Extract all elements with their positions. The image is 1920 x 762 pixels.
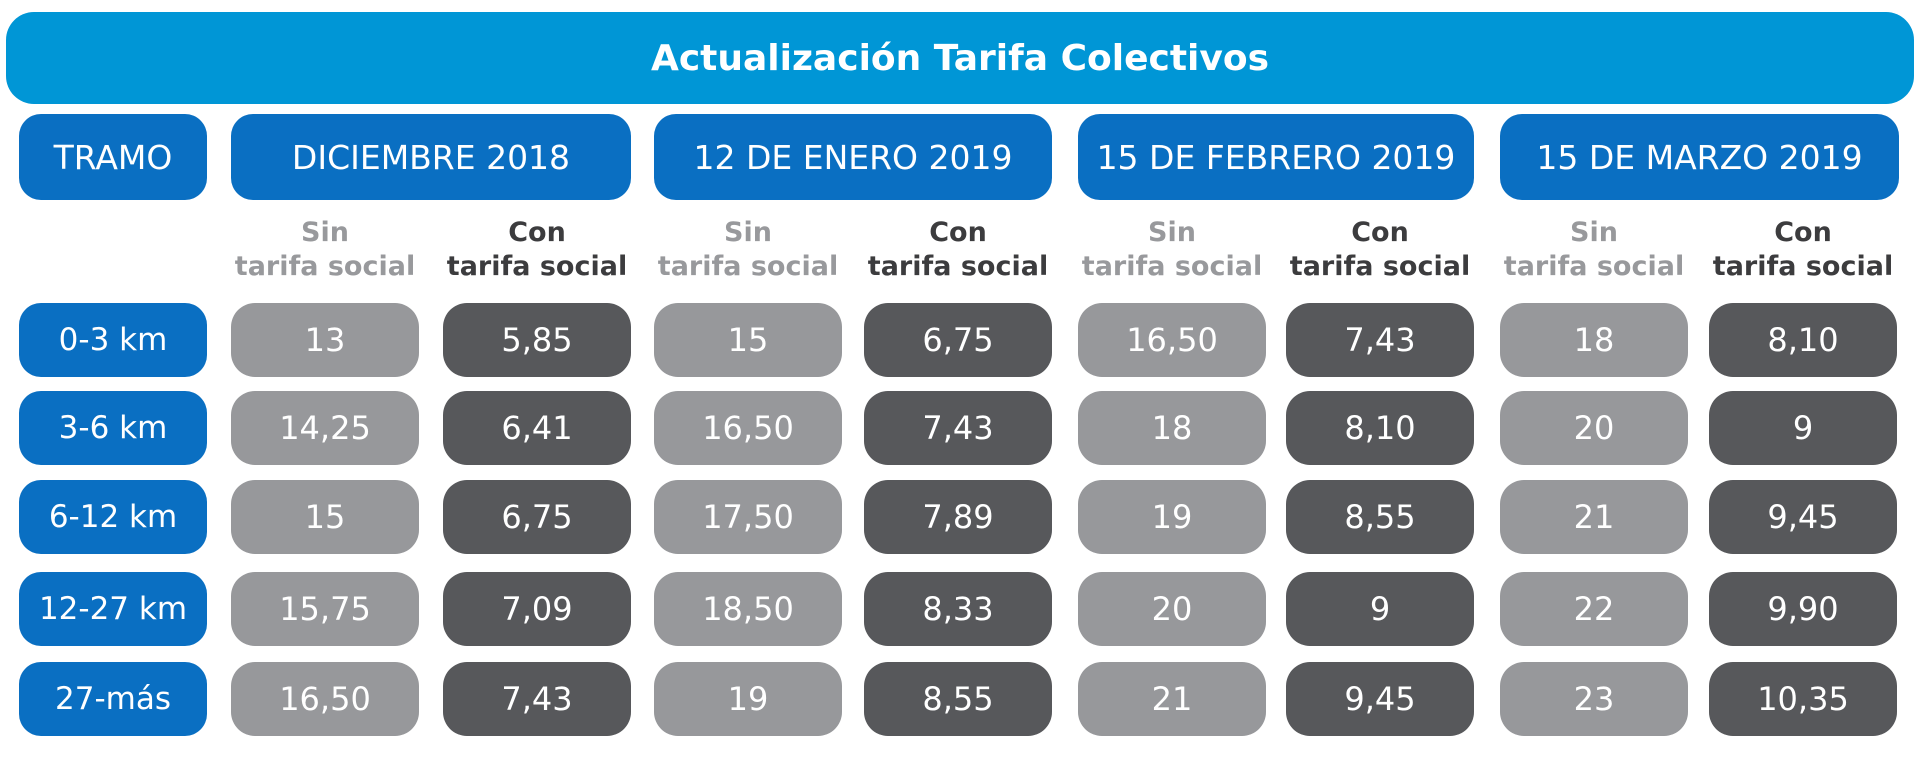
fare-cell-sin: 15 — [231, 480, 419, 554]
fare-cell-con: 9 — [1286, 572, 1474, 646]
fare-cell-con: 6,75 — [443, 480, 631, 554]
fare-cell-con: 7,89 — [864, 480, 1052, 554]
subheader-line: tarifa social — [1712, 251, 1894, 282]
fare-cell-sin: 15 — [654, 303, 842, 377]
fare-cell-sin: 21 — [1500, 480, 1688, 554]
tramo-label: 6-12 km — [48, 499, 178, 535]
fare-cell-con: 8,33 — [864, 572, 1052, 646]
fare-cell-sin: 13 — [231, 303, 419, 377]
subheader-con: Con tarifa social — [443, 216, 631, 296]
subheader-line: Sin — [301, 217, 349, 248]
subheader-line: Sin — [724, 217, 772, 248]
fare-cell-con: 7,43 — [1286, 303, 1474, 377]
fare-cell-sin: 22 — [1500, 572, 1688, 646]
fare-cell-con: 6,75 — [864, 303, 1052, 377]
subheader-con: Con tarifa social — [864, 216, 1052, 296]
fare-cell-con: 7,43 — [864, 391, 1052, 465]
subheader-line: Sin — [1570, 217, 1618, 248]
fare-cell-con: 7,43 — [443, 662, 631, 736]
fare-cell-con: 9,90 — [1709, 572, 1897, 646]
title-bar: Actualización Tarifa Colectivos — [6, 12, 1914, 104]
fare-cell-con: 8,10 — [1286, 391, 1474, 465]
subheader-sin: Sin tarifa social — [1500, 216, 1688, 296]
fare-cell-sin: 19 — [1078, 480, 1266, 554]
fare-cell-sin: 20 — [1500, 391, 1688, 465]
subheader-line: Con — [508, 217, 566, 248]
subheader-line: tarifa social — [1081, 251, 1263, 282]
period-label: 15 DE MARZO 2019 — [1536, 137, 1863, 177]
fare-cell-sin: 23 — [1500, 662, 1688, 736]
subheader-line: tarifa social — [446, 251, 628, 282]
fare-cell-con: 9,45 — [1709, 480, 1897, 554]
subheader-line: Con — [929, 217, 987, 248]
period-label: 15 DE FEBRERO 2019 — [1096, 137, 1456, 177]
header-period-4: 15 DE MARZO 2019 — [1500, 114, 1899, 200]
tramo-label: 27-más — [55, 681, 171, 717]
subheader-con: Con tarifa social — [1709, 216, 1897, 296]
fare-cell-sin: 18 — [1500, 303, 1688, 377]
row-label: 3-6 km — [19, 391, 207, 465]
subheader-line: tarifa social — [1503, 251, 1685, 282]
subheader-line: tarifa social — [657, 251, 839, 282]
subheader-line: tarifa social — [1289, 251, 1471, 282]
fare-cell-con: 5,85 — [443, 303, 631, 377]
row-label: 0-3 km — [19, 303, 207, 377]
fare-cell-sin: 17,50 — [654, 480, 842, 554]
subheader-sin: Sin tarifa social — [231, 216, 419, 296]
tramo-label: 0-3 km — [58, 322, 168, 358]
period-label: 12 DE ENERO 2019 — [693, 137, 1013, 177]
subheader-line: Con — [1351, 217, 1409, 248]
subheader-line: Sin — [1148, 217, 1196, 248]
row-label: 27-más — [19, 662, 207, 736]
period-label: DICIEMBRE 2018 — [291, 137, 571, 177]
header-period-1: DICIEMBRE 2018 — [231, 114, 631, 200]
fare-cell-sin: 16,50 — [654, 391, 842, 465]
fare-cell-con: 8,10 — [1709, 303, 1897, 377]
subheader-line: tarifa social — [867, 251, 1049, 282]
fare-cell-con: 8,55 — [864, 662, 1052, 736]
header-period-2: 12 DE ENERO 2019 — [654, 114, 1052, 200]
fare-cell-sin: 19 — [654, 662, 842, 736]
subheader-line: Con — [1774, 217, 1832, 248]
fare-cell-sin: 18 — [1078, 391, 1266, 465]
fare-cell-sin: 16,50 — [231, 662, 419, 736]
row-label: 6-12 km — [19, 480, 207, 554]
fare-cell-sin: 16,50 — [1078, 303, 1266, 377]
fare-cell-con: 7,09 — [443, 572, 631, 646]
header-tramo: TRAMO — [19, 114, 207, 200]
subheader-con: Con tarifa social — [1286, 216, 1474, 296]
row-label: 12-27 km — [19, 572, 207, 646]
fare-cell-con: 6,41 — [443, 391, 631, 465]
fare-cell-con: 9 — [1709, 391, 1897, 465]
header-period-3: 15 DE FEBRERO 2019 — [1078, 114, 1474, 200]
fare-cell-sin: 15,75 — [231, 572, 419, 646]
subheader-line: tarifa social — [234, 251, 416, 282]
fare-cell-sin: 21 — [1078, 662, 1266, 736]
fare-cell-con: 9,45 — [1286, 662, 1474, 736]
fare-cell-sin: 20 — [1078, 572, 1266, 646]
fare-cell-con: 10,35 — [1709, 662, 1897, 736]
fare-cell-sin: 18,50 — [654, 572, 842, 646]
subheader-sin: Sin tarifa social — [1078, 216, 1266, 296]
subheader-sin: Sin tarifa social — [654, 216, 842, 296]
fare-cell-con: 8,55 — [1286, 480, 1474, 554]
header-tramo-label: TRAMO — [53, 137, 173, 177]
tramo-label: 3-6 km — [58, 410, 168, 446]
page-title: Actualización Tarifa Colectivos — [650, 37, 1270, 79]
fare-cell-sin: 14,25 — [231, 391, 419, 465]
tramo-label: 12-27 km — [38, 591, 188, 627]
